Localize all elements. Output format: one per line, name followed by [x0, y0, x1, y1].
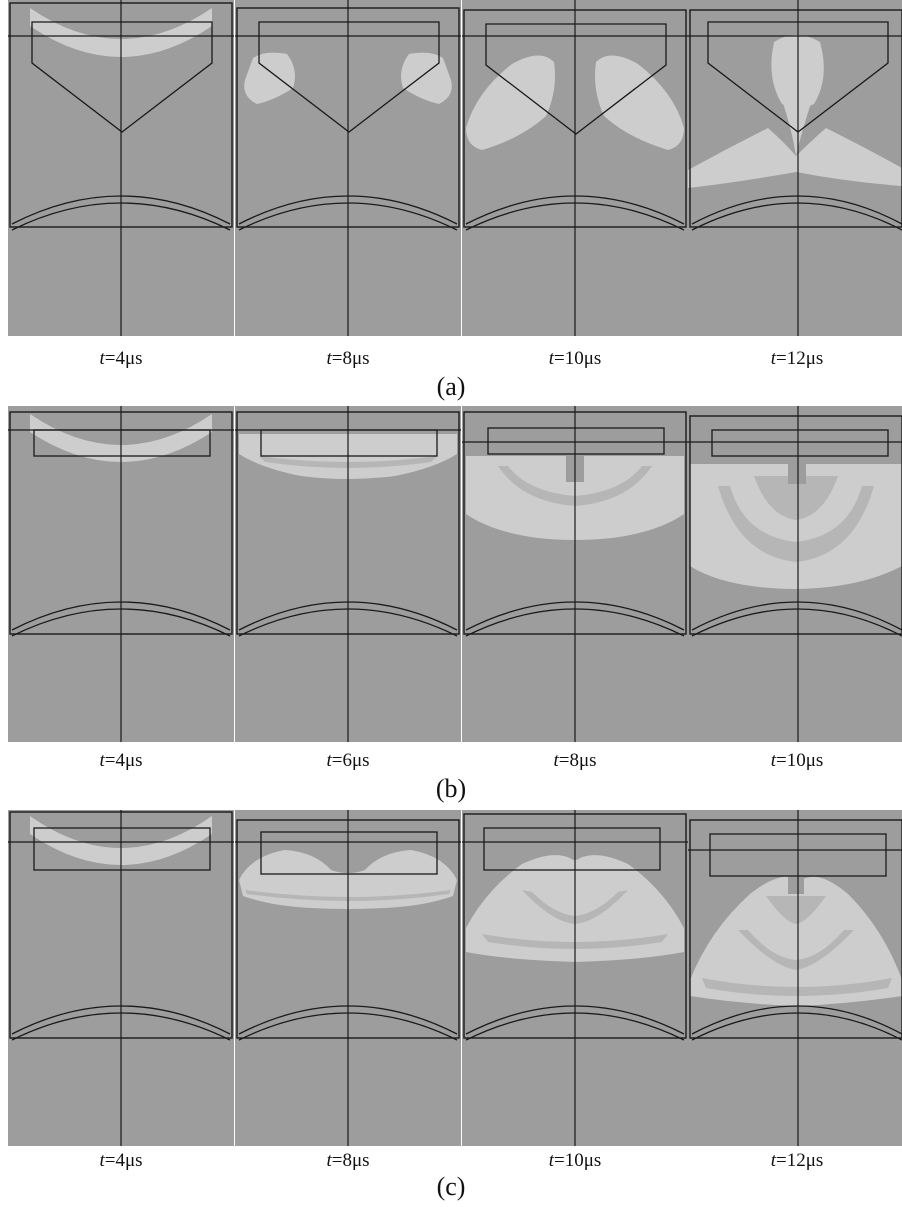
- time-label-a-4: t=12μs: [770, 348, 824, 369]
- panel-a-1: [8, 0, 234, 336]
- caption-a: (a): [436, 372, 466, 401]
- time-label-b-3: t=8μs: [553, 750, 597, 771]
- caption-c: (c): [436, 1172, 466, 1201]
- panel-b-4: [688, 406, 902, 742]
- time-label-b-1: t=4μs: [99, 750, 143, 771]
- panel-b-1: [8, 406, 234, 742]
- figure-row-b: t=4μs t=6μs t=8μs t=10μs (b): [0, 406, 902, 810]
- panel-a-2: [235, 0, 461, 336]
- time-label-b-4: t=10μs: [770, 750, 824, 771]
- caption-b: (b): [435, 774, 467, 803]
- panel-c-2: [235, 810, 461, 1146]
- panel-c-1: [8, 810, 234, 1146]
- panel-a-4: [688, 0, 902, 336]
- panel-c-4: [688, 810, 902, 1146]
- panel-a-3: [462, 0, 688, 336]
- time-label-a-3: t=10μs: [548, 348, 602, 369]
- figure-row-a: t=4μs t=8μs t=10μs t=12μs (a): [0, 0, 902, 406]
- time-label-c-1: t=4μs: [99, 1150, 143, 1171]
- time-label-c-3: t=10μs: [548, 1150, 602, 1171]
- panel-b-3: [462, 406, 688, 742]
- figure-row-c: t=4μs t=8μs t=10μs t=12μs (c): [0, 810, 902, 1207]
- time-label-a-1: t=4μs: [99, 348, 143, 369]
- time-label-c-4: t=12μs: [770, 1150, 824, 1171]
- panel-c-3: [462, 810, 688, 1146]
- time-label-c-2: t=8μs: [326, 1150, 370, 1171]
- time-label-a-2: t=8μs: [326, 348, 370, 369]
- panel-b-2: [235, 406, 461, 742]
- time-label-b-2: t=6μs: [326, 750, 370, 771]
